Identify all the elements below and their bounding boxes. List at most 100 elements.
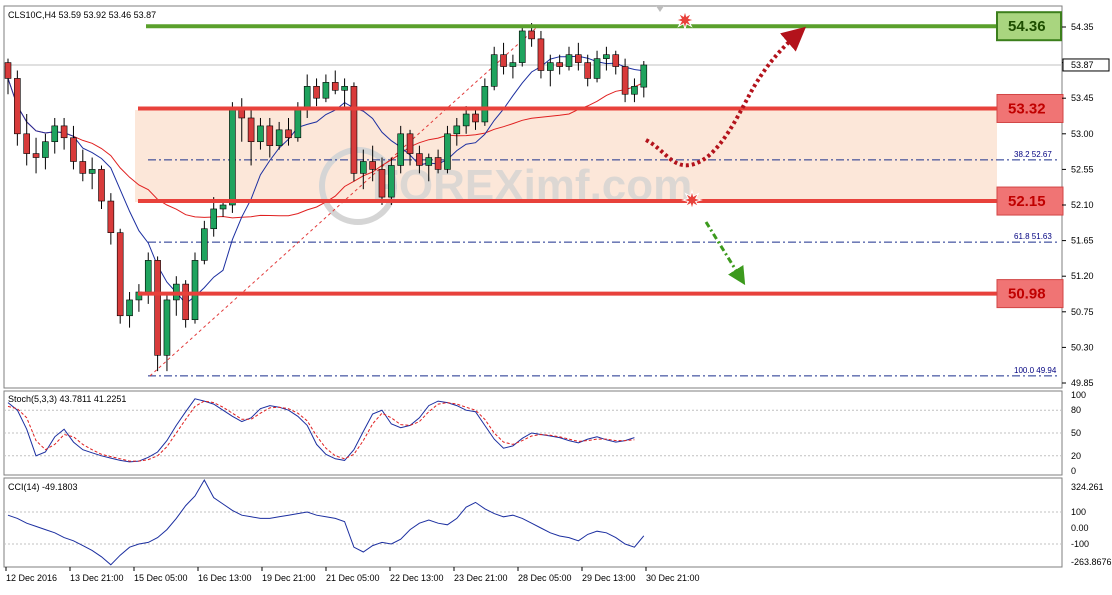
fib-label: 38.2 52.67 <box>1014 150 1052 159</box>
stochastic-signal-line <box>7 400 635 462</box>
shift-marker <box>656 6 664 12</box>
stochastic-tick-label: 80 <box>1071 405 1081 415</box>
key-levels: 54.36 53.32 52.15 50.98 <box>138 11 1064 309</box>
level-label-box <box>996 11 1062 42</box>
bearish-forecast-arrow <box>704 221 746 286</box>
time-tick-label: 23 Dec 21:00 <box>454 573 508 583</box>
stochastic-indicator: 100 80 50 20 0 <box>4 390 1086 476</box>
candle-body <box>154 260 161 356</box>
candle-body <box>126 299 133 317</box>
candle-body <box>631 86 638 95</box>
stochastic-tick-label: 50 <box>1071 428 1081 438</box>
price-tick-label: 54.35 <box>1071 22 1094 32</box>
price-tick-label: 49.85 <box>1071 378 1094 388</box>
stochastic-label: Stoch(5,3,3) 43.7811 41.2251 <box>8 394 126 404</box>
time-tick-label: 13 Dec 21:00 <box>70 573 124 583</box>
price-tick-label: 52.55 <box>1071 164 1094 174</box>
time-tick-label: 19 Dec 21:00 <box>262 573 316 583</box>
level-label-box <box>996 93 1064 123</box>
candle-body <box>201 228 208 261</box>
candle-body <box>388 165 395 198</box>
candle-body <box>294 109 302 139</box>
candle-body <box>537 38 545 71</box>
candle-body <box>397 133 405 166</box>
price-tick-label: 51.65 <box>1071 236 1094 246</box>
candle-body <box>509 62 517 67</box>
candle-body <box>42 141 49 158</box>
candle-body <box>575 54 582 63</box>
candle-body <box>60 125 68 139</box>
price-tick-label: 50.30 <box>1071 342 1094 352</box>
time-tick-label: 28 Dec 05:00 <box>518 573 572 583</box>
candle-body <box>556 62 563 67</box>
cci-indicator: 324.261 100 0.00 -100 -263.8676 <box>4 478 1112 567</box>
candle-body <box>425 157 433 166</box>
candle-body <box>528 30 535 40</box>
candle-body <box>378 169 386 198</box>
candle-body <box>331 82 339 91</box>
fib-label: 100.0 49.94 <box>1014 366 1057 375</box>
time-tick-label: 12 Dec 2016 <box>6 573 57 583</box>
time-tick-label: 15 Dec 05:00 <box>134 573 188 583</box>
current-price-box <box>1062 58 1110 72</box>
time-tick-label: 16 Dec 13:00 <box>198 573 252 583</box>
stochastic-tick-label: 100 <box>1071 390 1086 400</box>
stochastic-tick-label: 0 <box>1071 466 1076 476</box>
candle-body <box>369 161 376 170</box>
candle-body <box>70 137 77 162</box>
candle-body <box>322 82 330 99</box>
candle-body <box>453 125 461 135</box>
current-price-label: 53.87 <box>1071 60 1094 70</box>
cci-tick-label: 100 <box>1071 507 1086 517</box>
level-label: 52.15 <box>1008 193 1046 210</box>
candle-body <box>23 133 31 154</box>
price-axis: 54.3553.9053.4553.0052.5552.1051.6551.20… <box>1062 22 1110 388</box>
candle-body <box>210 208 217 230</box>
candle-body <box>247 117 255 143</box>
cci-tick-label: -100 <box>1071 539 1089 549</box>
candle-body <box>341 86 348 91</box>
candlesticks <box>4 23 648 372</box>
candle-body <box>32 153 40 158</box>
price-tick-label: 51.20 <box>1071 271 1094 281</box>
candle-body <box>88 169 96 174</box>
candle-body <box>593 58 601 79</box>
candle-body <box>14 78 21 135</box>
candle-body <box>229 109 236 206</box>
price-tick-label: 52.10 <box>1071 200 1094 210</box>
level-label: 53.32 <box>1008 100 1046 117</box>
candle-body <box>275 129 283 146</box>
level-label-box <box>996 186 1064 216</box>
stochastic-tick-label: 20 <box>1071 451 1081 461</box>
candle-body <box>584 62 592 79</box>
fib-label: 61.8 51.63 <box>1014 232 1052 241</box>
stochastic-main-line <box>7 398 635 463</box>
candle-body <box>116 232 124 317</box>
breakout-burst-marker <box>681 189 703 211</box>
candle-body <box>98 169 105 202</box>
forecast-arrows <box>645 6 807 286</box>
candle-body <box>640 64 648 88</box>
candle-body <box>481 86 489 123</box>
bullish-forecast-arrow <box>645 26 807 168</box>
candle-body <box>4 62 12 79</box>
candle-body <box>518 30 526 63</box>
candle-body <box>313 86 320 99</box>
time-tick-label: 30 Dec 21:00 <box>646 573 700 583</box>
candle-body <box>107 200 115 233</box>
cci-line <box>7 478 645 566</box>
candle-body <box>182 283 189 321</box>
candle-body <box>350 86 358 174</box>
candle-body <box>444 133 451 170</box>
price-tick-label: 53.00 <box>1071 129 1094 139</box>
candle-body <box>266 125 274 146</box>
time-axis: 12 Dec 2016 13 Dec 21:00 15 Dec 05:00 16 De… <box>5 567 700 583</box>
cci-tick-label: -263.8676 <box>1071 557 1112 567</box>
candle-body <box>257 125 264 143</box>
cci-tick-label: 324.261 <box>1071 482 1104 492</box>
chart-header: CLS10C,H4 53.59 53.92 53.46 53.87 <box>8 10 156 20</box>
candle-body <box>546 62 554 71</box>
price-tick-label: 53.45 <box>1071 93 1094 103</box>
